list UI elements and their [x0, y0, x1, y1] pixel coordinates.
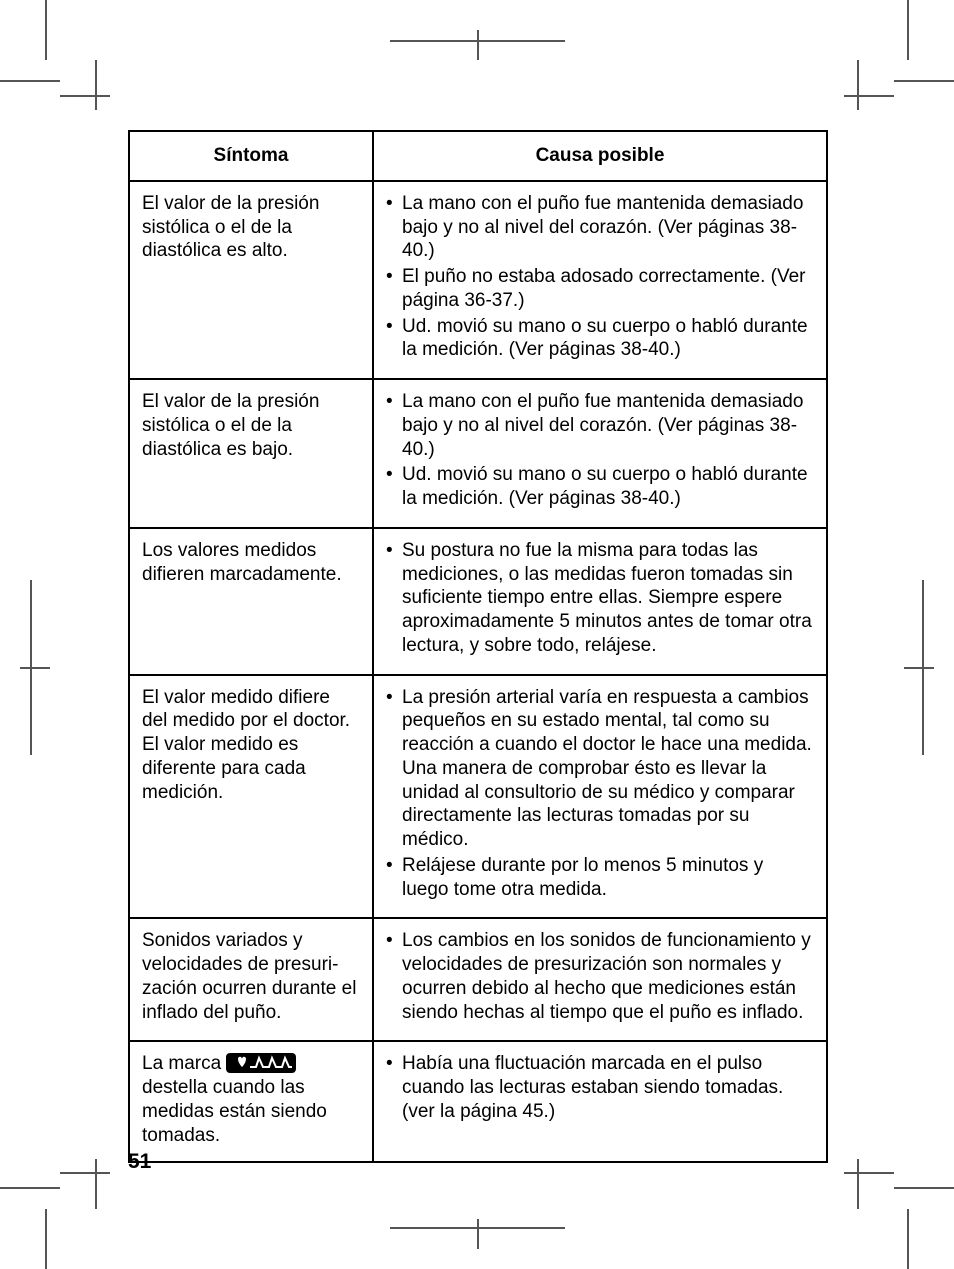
cause-item: El puño no estaba adosado correctamente.…: [386, 265, 814, 313]
symptom-text: El valor de la presión sistólica o el de…: [142, 193, 319, 262]
cause-list: Había una fluctuación marcada en el puls…: [386, 1052, 814, 1123]
crop-mark: [894, 1187, 954, 1189]
crop-mark: [0, 80, 60, 82]
table-row: Sonidos variados y velocidades de presur…: [129, 918, 827, 1041]
cause-item: Relájese durante por lo menos 5 minutos …: [386, 854, 814, 902]
cause-list: La mano con el puño fue mantenida demasi…: [386, 390, 814, 511]
crop-mark: [894, 80, 954, 82]
document-page: Síntoma Causa posible El valor de la pre…: [0, 0, 954, 1269]
header-symptom: Síntoma: [129, 131, 373, 181]
crop-mark: [907, 1209, 909, 1269]
heartbeat-mark-icon: [226, 1052, 296, 1076]
table-row: El valor de la presión sistólica o el de…: [129, 379, 827, 528]
cause-item: Ud. movió su mano o su cuerpo o habló du…: [386, 315, 814, 363]
crop-mark: [95, 1159, 97, 1209]
cause-item: Su postura no fue la misma para todas la…: [386, 539, 814, 658]
crop-mark: [60, 95, 110, 97]
symptom-cell: El valor de la presión sistólica o el de…: [129, 181, 373, 379]
cause-item: Ud. movió su mano o su cuerpo o habló du…: [386, 463, 814, 511]
symptom-cell: Sonidos variados y velocidades de presur…: [129, 918, 373, 1041]
crop-mark: [844, 95, 894, 97]
symptom-cell: El valor medido difiere del medido por e…: [129, 675, 373, 919]
table-row: Los valores medidos difieren marcadament…: [129, 528, 827, 675]
symptom-text: Los valores medidos difieren marcadament…: [142, 540, 342, 585]
symptom-text: Sonidos variados y velocidades de presur…: [142, 930, 356, 1022]
cause-item: Los cambios en los sonidos de funcionami…: [386, 929, 814, 1024]
table-row: La marca destella cuando las medidas est…: [129, 1041, 827, 1162]
table-header-row: Síntoma Causa posible: [129, 131, 827, 181]
crop-mark: [857, 1159, 859, 1209]
crop-mark: [60, 1172, 110, 1174]
crop-mark: [907, 0, 909, 60]
cause-list: La presión arterial varía en respuesta a…: [386, 686, 814, 902]
cause-cell: La presión arterial varía en respuesta a…: [373, 675, 827, 919]
crop-mark: [904, 667, 934, 669]
symptom-text-suffix: destella cuando las medidas están siendo…: [142, 1077, 327, 1146]
symptom-cell: Los valores medidos difieren marcadament…: [129, 528, 373, 675]
crop-mark: [45, 0, 47, 60]
cause-item: La mano con el puño fue mantenida demasi…: [386, 390, 814, 461]
symptom-text-prefix: La marca: [142, 1053, 226, 1074]
crop-mark: [45, 1209, 47, 1269]
crop-mark: [477, 1219, 479, 1249]
crop-mark: [844, 1172, 894, 1174]
symptom-text: El valor de la presión sistólica o el de…: [142, 391, 319, 460]
symptom-cell: La marca destella cuando las medidas est…: [129, 1041, 373, 1162]
cause-cell: La mano con el puño fue mantenida demasi…: [373, 379, 827, 528]
header-cause: Causa posible: [373, 131, 827, 181]
crop-mark: [20, 667, 50, 669]
cause-cell: Los cambios en los sonidos de funcionami…: [373, 918, 827, 1041]
crop-mark: [857, 60, 859, 110]
crop-mark: [477, 30, 479, 60]
table-row: El valor medido difiere del medido por e…: [129, 675, 827, 919]
cause-item: La mano con el puño fue mantenida demasi…: [386, 192, 814, 263]
cause-cell: La mano con el puño fue mantenida demasi…: [373, 181, 827, 379]
symptom-text: El valor medido difiere del medido por e…: [142, 687, 350, 803]
cause-list: Su postura no fue la misma para todas la…: [386, 539, 814, 658]
cause-cell: Su postura no fue la misma para todas la…: [373, 528, 827, 675]
crop-mark: [0, 1187, 60, 1189]
crop-mark: [95, 60, 97, 110]
table-row: El valor de la presión sistólica o el de…: [129, 181, 827, 379]
symptom-cell: El valor de la presión sistólica o el de…: [129, 379, 373, 528]
cause-item: La presión arterial varía en respuesta a…: [386, 686, 814, 852]
content-area: Síntoma Causa posible El valor de la pre…: [128, 130, 828, 1163]
page-number: 51: [128, 1150, 151, 1174]
cause-item: Había una fluctuación marcada en el puls…: [386, 1052, 814, 1123]
cause-list: Los cambios en los sonidos de funcionami…: [386, 929, 814, 1024]
cause-list: La mano con el puño fue mantenida demasi…: [386, 192, 814, 362]
cause-cell: Había una fluctuación marcada en el puls…: [373, 1041, 827, 1162]
troubleshooting-table: Síntoma Causa posible El valor de la pre…: [128, 130, 828, 1163]
